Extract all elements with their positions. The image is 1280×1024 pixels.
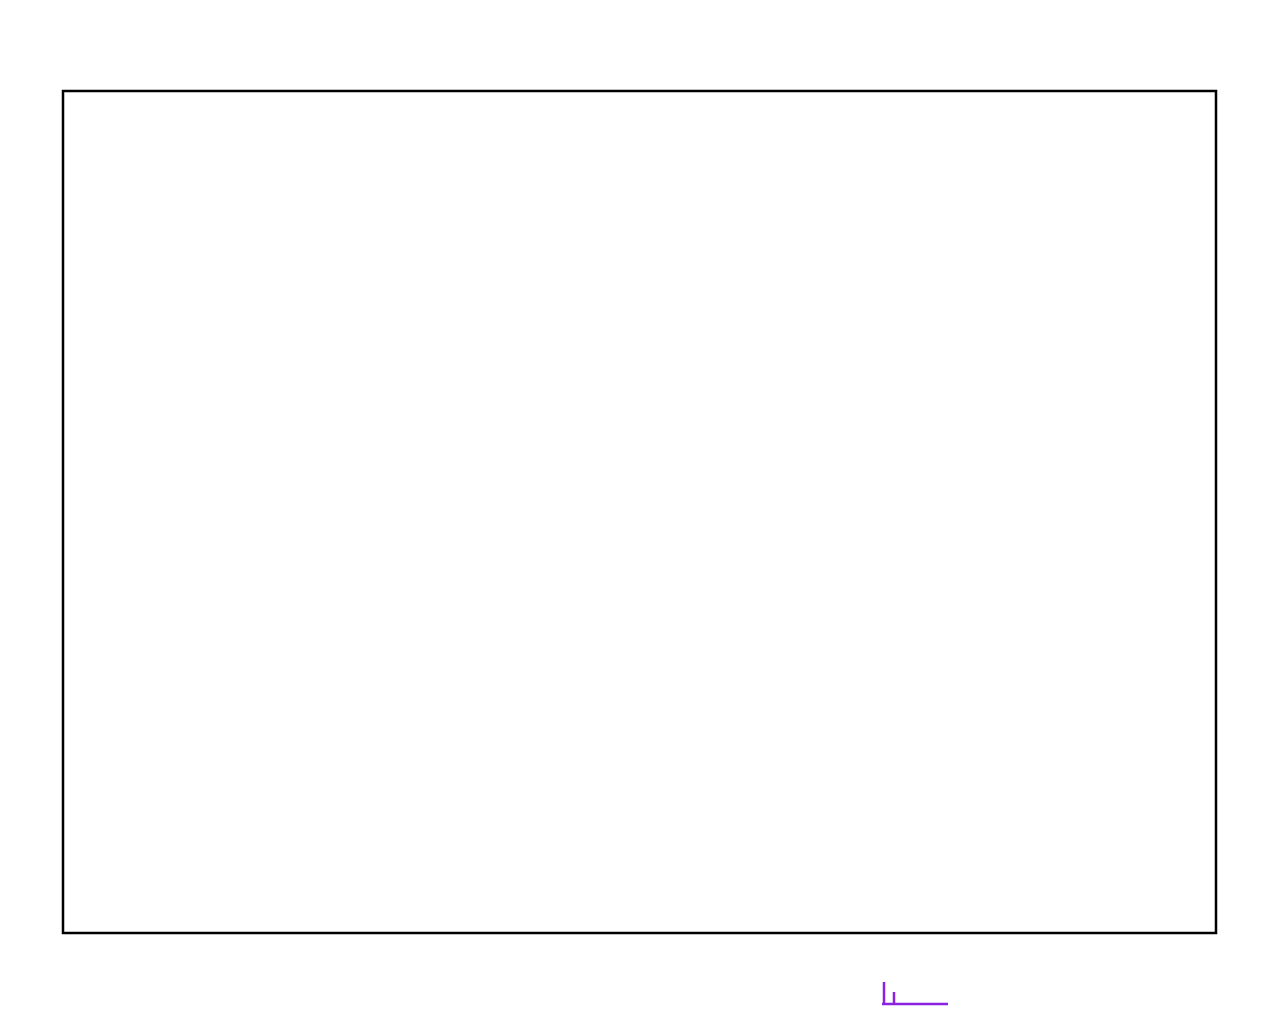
map-frame (61, 89, 1218, 935)
wind-legend (882, 982, 948, 1006)
wind-barb-legend-icon (882, 982, 948, 1006)
map-background (63, 91, 1216, 933)
